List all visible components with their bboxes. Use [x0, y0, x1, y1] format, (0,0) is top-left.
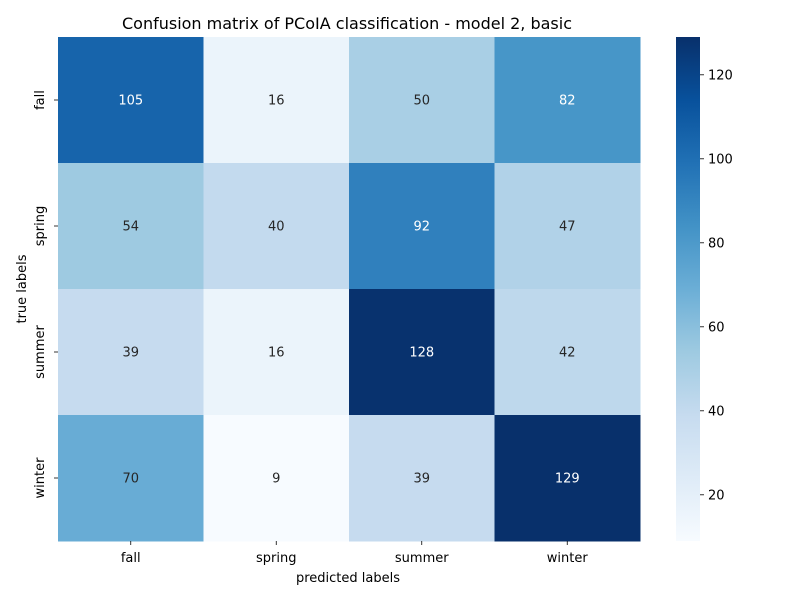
chart-title: Confusion matrix of PCoIA classification… [122, 14, 572, 33]
x-axis-ticks: fall spring summer winter [121, 541, 589, 566]
y-tick-label: spring [33, 206, 48, 246]
y-tick-label: summer [33, 325, 48, 379]
colorbar-tick-label: 60 [708, 320, 725, 335]
heatmap-cell [349, 163, 495, 290]
y-axis-ticks: fall spring summer winter [33, 90, 58, 498]
heatmap-cell [494, 37, 641, 164]
heatmap-cell [494, 289, 641, 416]
heatmap-cell [494, 415, 641, 542]
cell-value-label: 9 [272, 472, 280, 487]
cell-value-label: 16 [268, 346, 285, 361]
colorbar-tick-label: 40 [708, 404, 725, 419]
colorbar-ticks: 20 40 60 80 100 120 [700, 68, 733, 503]
cell-value-label: 105 [118, 94, 143, 109]
y-tick-label: fall [33, 90, 48, 110]
heatmap-cell [203, 289, 350, 416]
cell-value-label: 128 [409, 346, 434, 361]
heatmap-cell [58, 163, 204, 290]
cell-value-label: 16 [268, 94, 285, 109]
cell-value-label: 70 [122, 472, 139, 487]
y-axis-label: true labels [15, 254, 30, 323]
colorbar-tick-label: 120 [708, 68, 733, 83]
cell-value-label: 39 [122, 346, 139, 361]
cell-value-label: 39 [413, 472, 430, 487]
colorbar [676, 37, 700, 541]
heatmap-cell [58, 415, 204, 542]
heatmap-cell [494, 163, 641, 290]
cell-value-label: 129 [555, 472, 580, 487]
heatmap-cell [203, 415, 350, 542]
x-tick-label: summer [395, 551, 449, 566]
heatmap-cell [58, 37, 204, 164]
cell-value-label: 92 [413, 220, 430, 235]
heatmap-cell [58, 289, 204, 416]
heatmap-cell [203, 163, 350, 290]
cell-value-label: 40 [268, 220, 285, 235]
heatmap-cell [349, 37, 495, 164]
x-tick-label: winter [547, 551, 589, 566]
colorbar-tick-label: 20 [708, 488, 725, 503]
cell-value-label: 82 [559, 94, 576, 109]
heatmap-cells: 105 16 50 82 54 40 92 47 39 16 128 42 70 9 39 129 [58, 37, 641, 542]
x-tick-label: spring [256, 551, 296, 566]
colorbar-tick-label: 80 [708, 236, 725, 251]
cell-value-label: 47 [559, 220, 576, 235]
colorbar-tick-label: 100 [708, 152, 733, 167]
cell-value-label: 42 [559, 346, 576, 361]
heatmap-cell [349, 415, 495, 542]
cell-value-label: 50 [413, 94, 430, 109]
heatmap-cell [203, 37, 350, 164]
x-tick-label: fall [121, 551, 141, 566]
x-axis-label: predicted labels [296, 571, 400, 586]
y-tick-label: winter [33, 457, 48, 499]
heatmap-cell [349, 289, 495, 416]
cell-value-label: 54 [122, 220, 139, 235]
